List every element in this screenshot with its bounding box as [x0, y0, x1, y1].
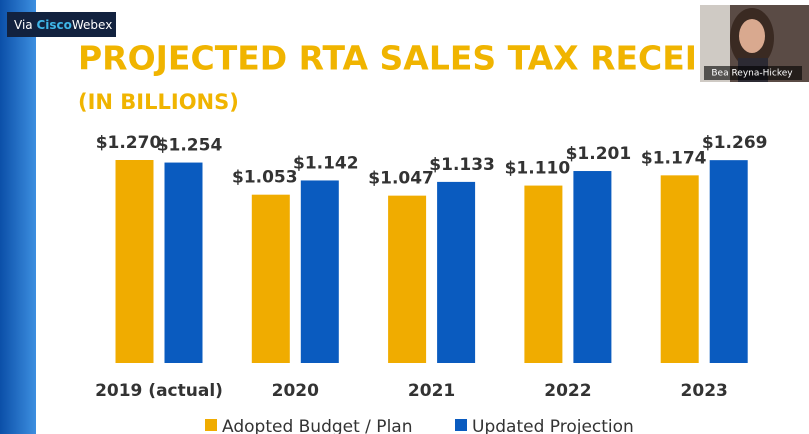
bar — [573, 171, 612, 363]
value-label: $1.201 — [566, 144, 632, 164]
bar — [437, 181, 476, 363]
legend-swatch — [205, 419, 217, 431]
webex-badge — [7, 12, 116, 37]
value-label: $1.254 — [157, 136, 223, 156]
bar — [164, 162, 203, 363]
x-tick-label: 2019 (actual) — [95, 381, 223, 401]
participant-name: Bea Reyna-Hickey — [711, 69, 793, 79]
video-thumbnail: Bea Reyna-Hickey — [700, 5, 809, 82]
legend-label: Updated Projection — [472, 417, 634, 434]
bar — [660, 175, 699, 363]
bar — [251, 194, 290, 363]
plot: 2019 (actual) $1.270$1.254 2020 $1.053$1.14… — [95, 133, 767, 434]
legend-label: Adopted Budget / Plan — [222, 417, 412, 434]
value-label: $1.142 — [293, 153, 359, 173]
x-tick-label: 2020 — [272, 381, 319, 401]
value-label: $1.174 — [641, 148, 707, 168]
value-label: $1.269 — [702, 133, 768, 153]
bar — [388, 195, 427, 363]
slide-stripe — [0, 0, 36, 434]
bar — [115, 160, 154, 363]
chart-subtitle: (IN BILLIONS) — [78, 90, 239, 114]
value-label: $1.110 — [505, 159, 571, 179]
value-label: $1.047 — [368, 169, 434, 189]
value-label: $1.053 — [232, 168, 298, 188]
x-tick-label: 2023 — [681, 381, 728, 401]
bar — [524, 185, 563, 363]
x-tick-label: 2021 — [408, 381, 455, 401]
legend-swatch — [455, 419, 467, 431]
x-tick-label: 2022 — [544, 381, 591, 401]
value-label: $1.133 — [429, 155, 495, 175]
value-label: $1.270 — [96, 133, 162, 153]
badge-text: Via CiscoWebex — [14, 18, 112, 32]
chart-title: PROJECTED RTA SALES TAX RECEIPTS — [78, 39, 768, 78]
bar — [709, 160, 748, 363]
bar — [300, 180, 339, 363]
